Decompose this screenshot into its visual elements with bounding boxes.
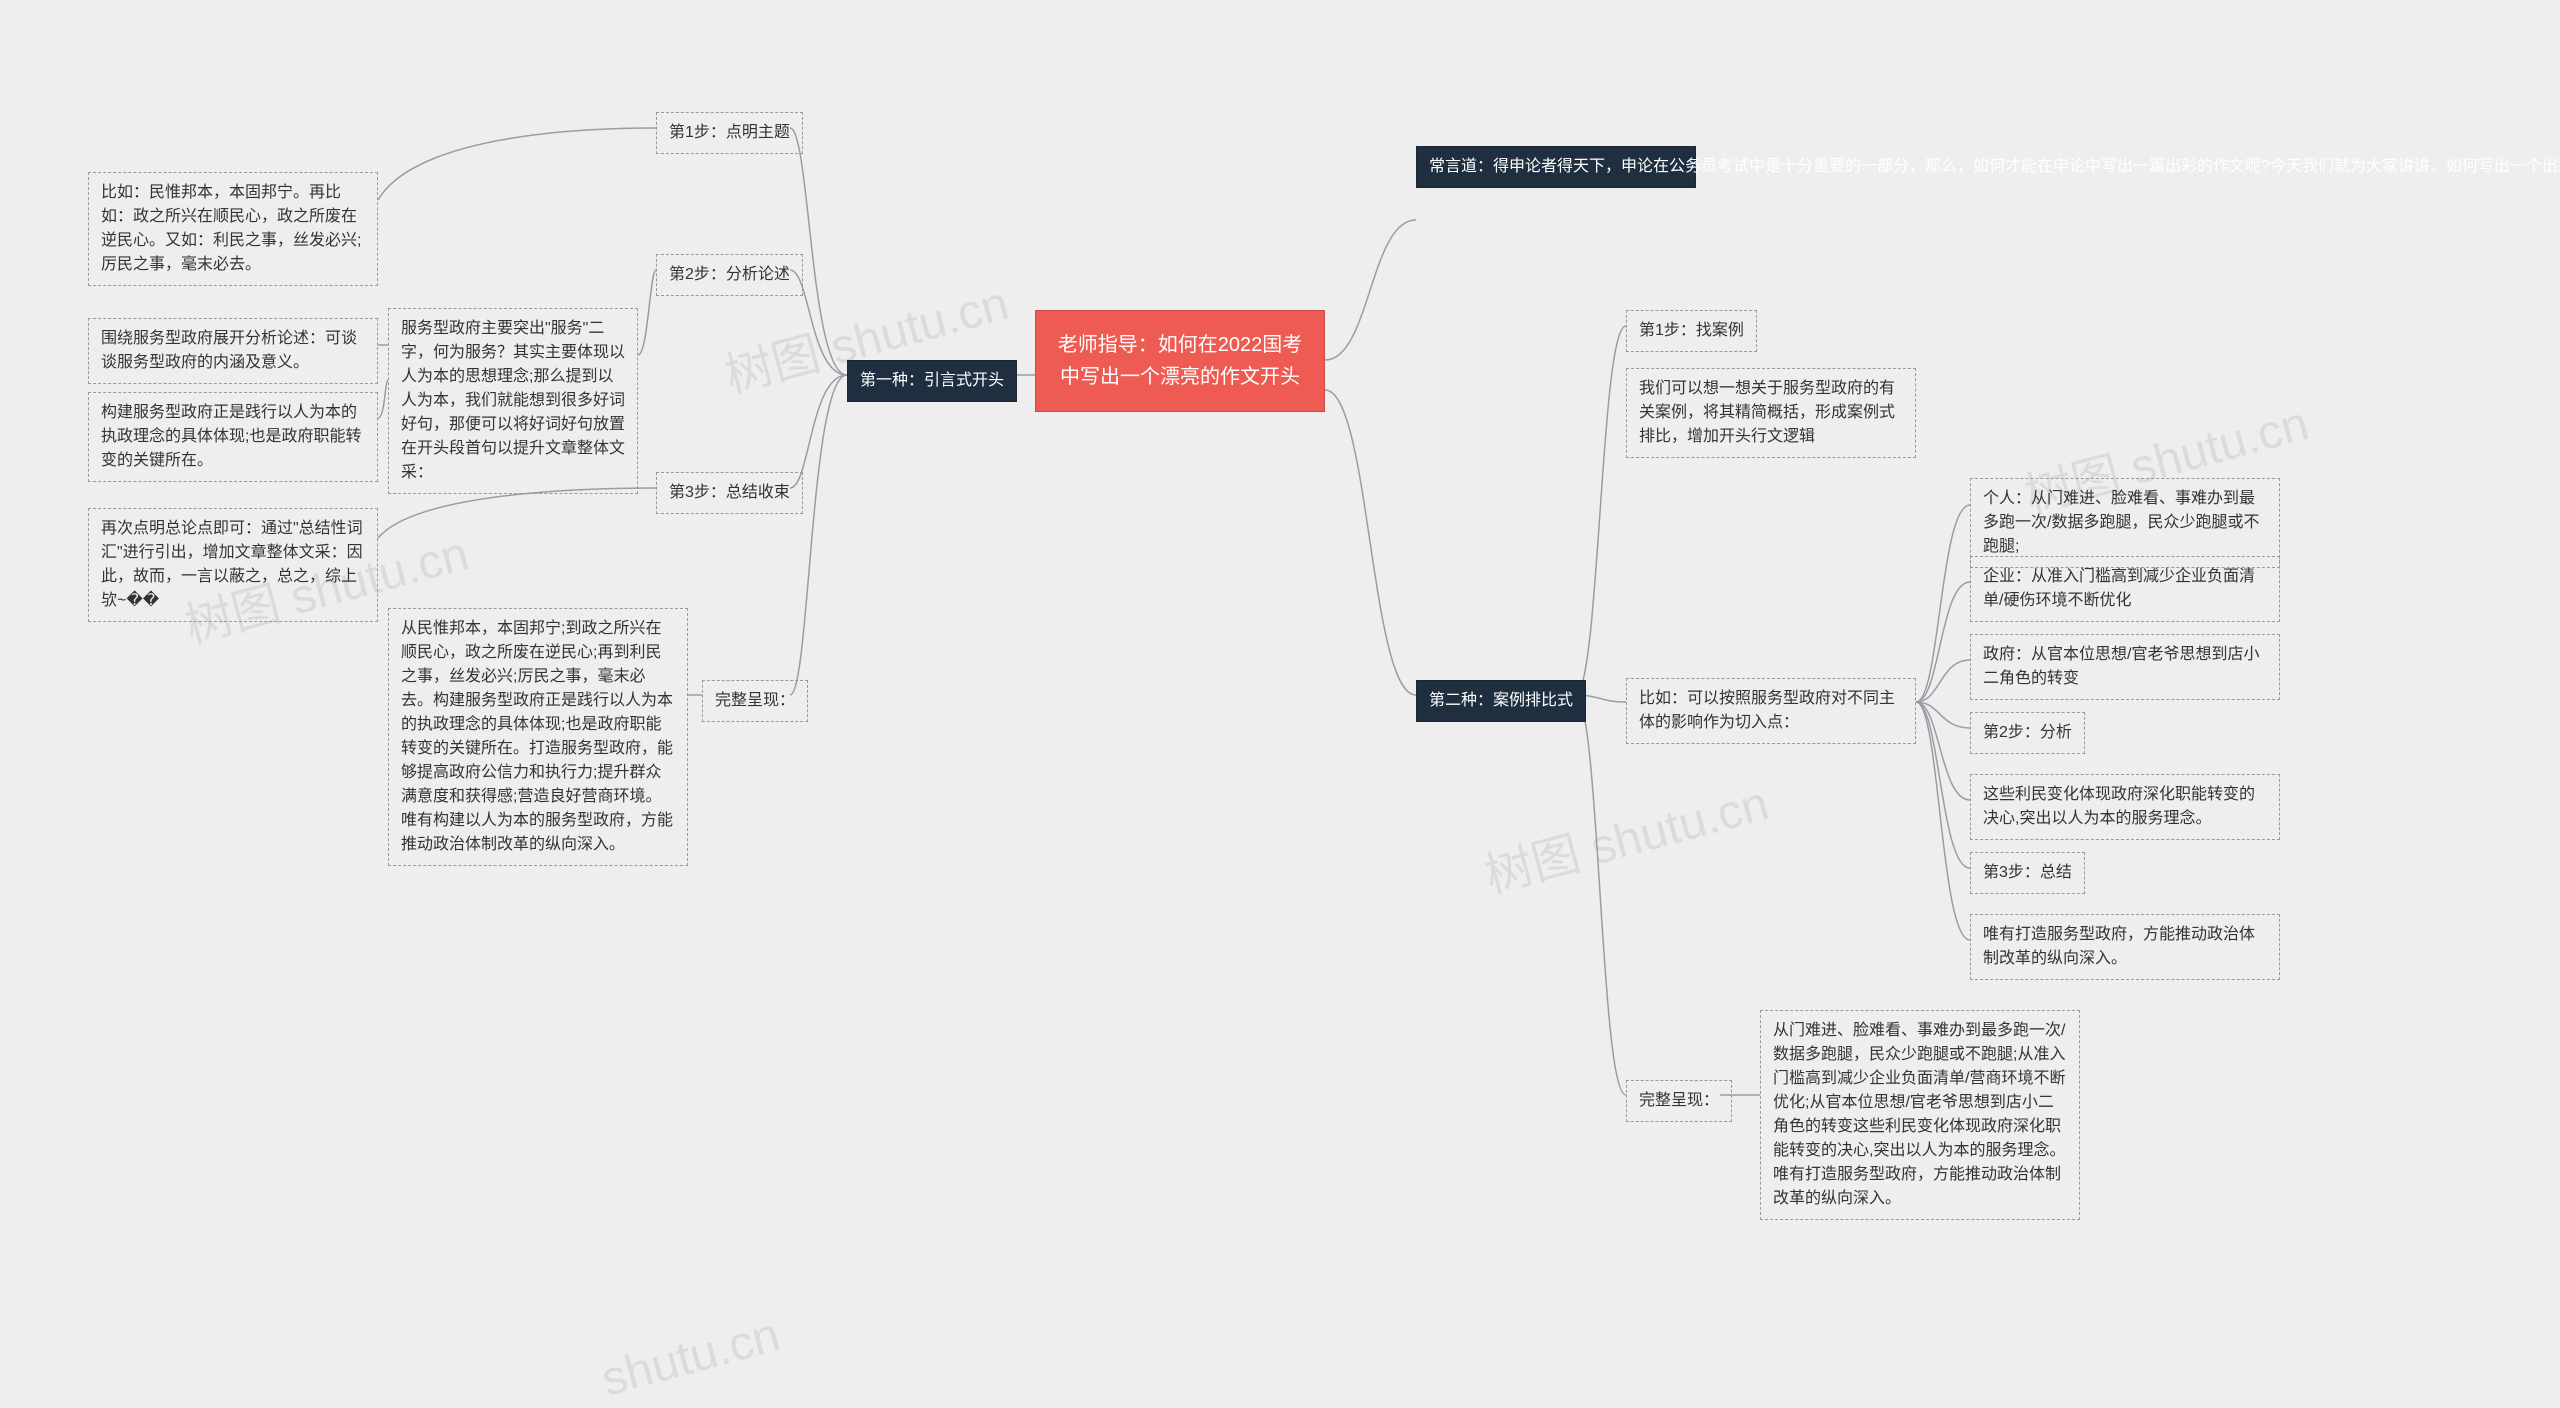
right-complete-text: 从门难进、脸难看、事难办到最多跑一次/数据多跑腿，民众少跑腿或不跑腿;从准入门槛… bbox=[1760, 1010, 2080, 1220]
right-step1-detail: 我们可以想一想关于服务型政府的有关案例，将其精简概括，形成案例式排比，增加开头行… bbox=[1626, 368, 1916, 458]
watermark: shutu.cn bbox=[596, 1307, 786, 1407]
left-step3[interactable]: 第3步：总结收束 bbox=[656, 472, 803, 514]
left-leaf-d: 再次点明总论点即可：通过"总结性词汇"进行引出，增加文章整体文采：因此，故而，一… bbox=[88, 508, 378, 622]
left-leaf-b: 围绕服务型政府展开分析论述：可谈谈服务型政府的内涵及意义。 bbox=[88, 318, 378, 384]
left-leaf-a: 比如：民惟邦本，本固邦宁。再比如：政之所兴在顺民心，政之所废在逆民心。又如：利民… bbox=[88, 172, 378, 286]
right-compare-label[interactable]: 比如：可以按照服务型政府对不同主体的影响作为切入点： bbox=[1626, 678, 1916, 744]
branch-right[interactable]: 第二种：案例排比式 bbox=[1416, 680, 1586, 722]
root-node[interactable]: 老师指导：如何在2022国考中写出一个漂亮的作文开头 bbox=[1035, 310, 1325, 412]
left-complete-label[interactable]: 完整呈现： bbox=[702, 680, 808, 722]
right-complete-label[interactable]: 完整呈现： bbox=[1626, 1080, 1732, 1122]
right-compare-c1: 个人：从门难进、脸难看、事难办到最多跑一次/数据多跑腿，民众少跑腿或不跑腿; bbox=[1970, 478, 2280, 568]
right-compare-c3: 政府：从官本位思想/官老爷思想到店小二角色的转变 bbox=[1970, 634, 2280, 700]
right-compare-c2: 企业：从准入门槛高到减少企业负面清单/硬伤环境不断优化 bbox=[1970, 556, 2280, 622]
watermark: 树图 shutu.cn bbox=[1476, 764, 1775, 907]
right-compare-c4: 这些利民变化体现政府深化职能转变的决心,突出以人为本的服务理念。 bbox=[1970, 774, 2280, 840]
left-complete-text: 从民惟邦本，本固邦宁;到政之所兴在顺民心，政之所废在逆民心;再到利民之事，丝发必… bbox=[388, 608, 688, 866]
left-step2-detail: 服务型政府主要突出"服务"二字，何为服务？其实主要体现以人为本的思想理念;那么提… bbox=[388, 308, 638, 494]
left-step1[interactable]: 第1步：点明主题 bbox=[656, 112, 803, 154]
branch-left[interactable]: 第一种：引言式开头 bbox=[847, 360, 1017, 402]
right-step3[interactable]: 第3步：总结 bbox=[1970, 852, 2085, 894]
right-step1[interactable]: 第1步：找案例 bbox=[1626, 310, 1757, 352]
right-compare-c5: 唯有打造服务型政府，方能推动政治体制改革的纵向深入。 bbox=[1970, 914, 2280, 980]
right-step2[interactable]: 第2步：分析 bbox=[1970, 712, 2085, 754]
right-intro: 常言道：得申论者得天下，申论在公务员考试中是十分重要的一部分，那么，如何才能在申… bbox=[1416, 146, 1696, 188]
left-leaf-c: 构建服务型政府正是践行以人为本的执政理念的具体体现;也是政府职能转变的关键所在。 bbox=[88, 392, 378, 482]
left-step2[interactable]: 第2步：分析论述 bbox=[656, 254, 803, 296]
